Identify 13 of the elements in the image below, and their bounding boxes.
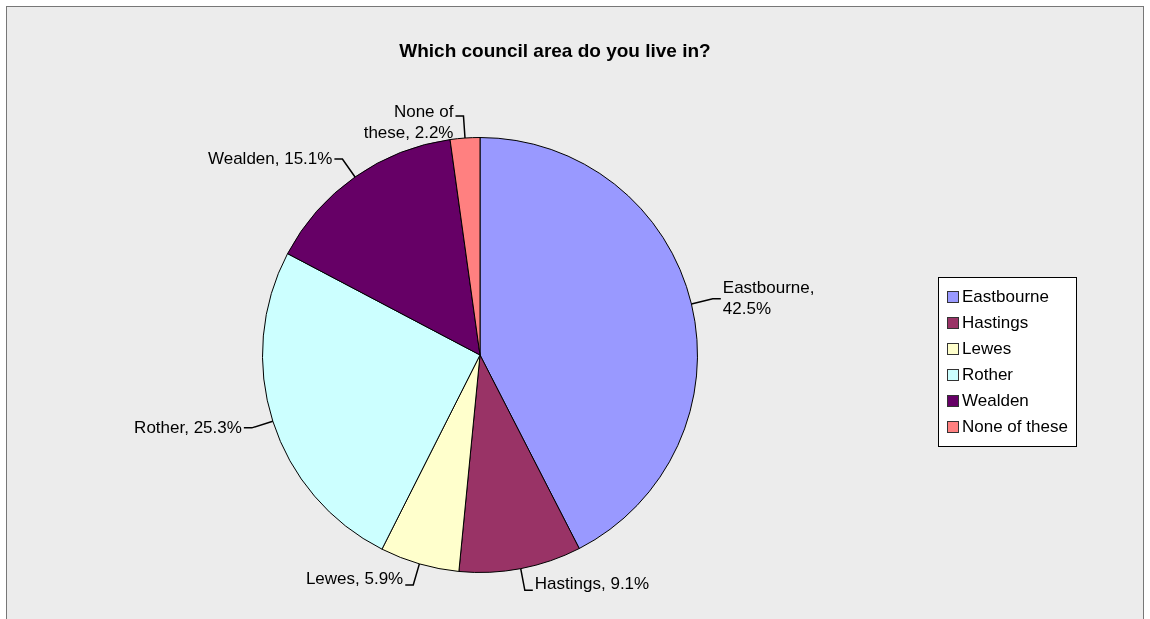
legend-label: Eastbourne xyxy=(962,287,1049,307)
chart-title: Which council area do you live in? xyxy=(398,40,712,62)
legend-label: Hastings xyxy=(962,313,1029,333)
legend-label: Lewes xyxy=(962,339,1012,359)
legend-label: Wealden xyxy=(962,391,1029,411)
data-label: Hastings, 9.1% xyxy=(534,573,650,593)
legend-label: Rother xyxy=(962,365,1014,385)
legend-label: None of these xyxy=(962,417,1068,437)
data-label: Rother, 25.3% xyxy=(134,417,242,437)
data-label: Lewes, 5.9% xyxy=(305,568,404,588)
data-label: None of these, 2.2% xyxy=(363,101,454,142)
data-label: Wealden, 15.1% xyxy=(207,148,333,168)
data-label: Eastbourne, 42.5% xyxy=(722,277,815,318)
